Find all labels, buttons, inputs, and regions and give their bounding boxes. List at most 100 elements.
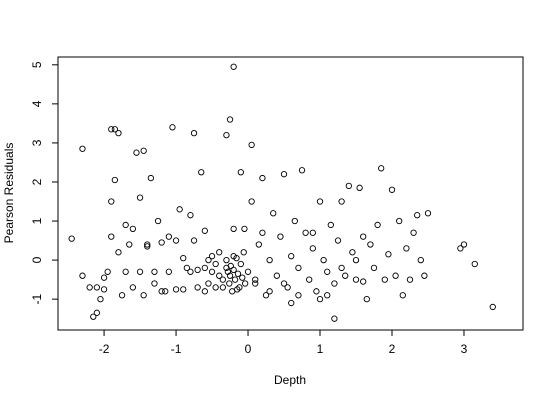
point — [122, 221, 129, 229]
point — [298, 167, 306, 174]
point — [212, 260, 219, 268]
point — [295, 264, 302, 272]
point — [345, 182, 352, 190]
point — [201, 227, 208, 234]
point — [231, 276, 239, 283]
point — [360, 278, 367, 285]
point — [342, 272, 349, 279]
x-tick-label: 2 — [389, 342, 396, 356]
point — [471, 260, 478, 268]
point — [399, 292, 406, 299]
point — [352, 276, 360, 283]
point — [239, 274, 246, 281]
y-axis-label: Pearson Residuals — [2, 143, 16, 244]
point — [140, 147, 147, 154]
point — [370, 264, 378, 272]
point — [122, 268, 129, 275]
point — [129, 284, 137, 291]
point — [154, 217, 162, 225]
point — [140, 292, 147, 299]
y-tick-label: 3 — [30, 139, 44, 146]
point — [248, 198, 255, 205]
point — [230, 266, 237, 274]
point — [226, 116, 234, 123]
point — [259, 174, 266, 182]
point — [90, 313, 97, 320]
point — [190, 237, 198, 244]
point — [309, 245, 316, 252]
point — [205, 280, 212, 287]
point — [306, 276, 313, 283]
x-tick-label: 3 — [461, 342, 468, 356]
point — [273, 272, 280, 279]
point — [136, 194, 144, 201]
point — [288, 299, 295, 307]
point — [79, 145, 86, 152]
point — [79, 272, 86, 279]
point — [205, 256, 212, 264]
point — [212, 284, 219, 291]
point — [266, 288, 273, 295]
point — [223, 256, 230, 264]
point — [302, 229, 309, 236]
point — [93, 309, 101, 316]
point — [338, 264, 345, 272]
point — [118, 292, 126, 299]
x-tick-label: -2 — [99, 342, 110, 356]
plot-frame — [57, 56, 524, 331]
point — [229, 288, 236, 295]
point — [194, 284, 201, 291]
point — [187, 212, 194, 219]
point — [381, 276, 388, 283]
point — [68, 235, 75, 242]
point — [151, 268, 158, 275]
y-tick-label: 2 — [30, 178, 44, 185]
point — [147, 174, 155, 182]
point — [100, 274, 108, 281]
point — [262, 292, 270, 299]
point — [489, 303, 496, 311]
point — [252, 280, 259, 287]
point — [133, 149, 140, 156]
point — [284, 284, 291, 291]
y-tick-label: -1 — [30, 293, 44, 304]
x-tick-label: 0 — [245, 342, 252, 356]
point — [291, 217, 298, 225]
point — [417, 256, 424, 264]
point — [111, 176, 119, 184]
point — [158, 288, 165, 295]
point — [165, 233, 173, 240]
point — [244, 268, 252, 275]
point — [266, 256, 273, 264]
x-axis-label: Depth — [274, 373, 306, 387]
point — [242, 280, 249, 287]
point — [93, 284, 101, 291]
point — [457, 245, 464, 252]
point — [252, 276, 259, 283]
point — [410, 229, 417, 236]
point — [100, 286, 108, 293]
point — [334, 237, 342, 244]
point — [280, 280, 288, 287]
point — [270, 210, 277, 217]
point — [396, 217, 403, 225]
point — [237, 260, 244, 268]
point — [234, 270, 242, 277]
point — [162, 288, 169, 295]
point — [183, 264, 190, 272]
point — [378, 165, 385, 172]
point — [338, 198, 345, 205]
y-tick-label: 1 — [30, 217, 44, 224]
point — [198, 169, 205, 176]
point — [248, 141, 255, 149]
point — [97, 295, 104, 303]
point — [388, 186, 396, 193]
point — [172, 286, 180, 293]
point — [331, 280, 338, 287]
point — [216, 249, 223, 256]
point — [414, 212, 421, 219]
point — [259, 229, 266, 236]
point — [104, 268, 111, 275]
point — [158, 239, 165, 246]
